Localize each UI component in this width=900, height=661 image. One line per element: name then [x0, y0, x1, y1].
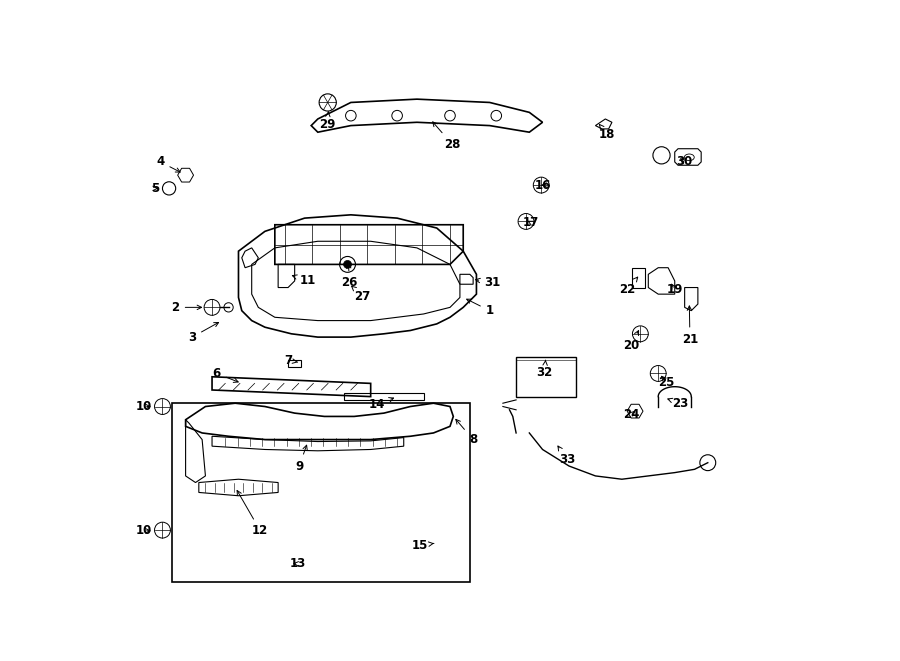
- Text: 32: 32: [536, 360, 553, 379]
- Text: 23: 23: [668, 397, 688, 410]
- Text: 9: 9: [295, 446, 307, 473]
- Text: 19: 19: [667, 283, 683, 296]
- Text: 25: 25: [659, 375, 675, 389]
- Text: 6: 6: [212, 367, 238, 383]
- Text: 8: 8: [455, 419, 477, 446]
- Text: 10: 10: [136, 400, 152, 413]
- Text: 20: 20: [623, 330, 639, 352]
- Text: 24: 24: [623, 408, 639, 421]
- Text: 27: 27: [352, 286, 371, 303]
- Text: 13: 13: [290, 557, 306, 570]
- Text: 28: 28: [433, 122, 460, 151]
- Text: 30: 30: [676, 155, 692, 169]
- Text: 7: 7: [284, 354, 298, 367]
- Text: 11: 11: [292, 274, 316, 288]
- Text: 1: 1: [467, 299, 494, 317]
- Text: 4: 4: [157, 155, 180, 172]
- Text: 14: 14: [369, 398, 393, 411]
- Text: 17: 17: [523, 216, 539, 229]
- Text: 12: 12: [237, 490, 268, 537]
- Text: 33: 33: [558, 446, 575, 466]
- Text: 26: 26: [341, 264, 357, 290]
- Text: 31: 31: [475, 276, 500, 290]
- Text: 29: 29: [319, 112, 335, 131]
- Text: 2: 2: [172, 301, 202, 314]
- Text: 5: 5: [151, 182, 159, 195]
- Circle shape: [344, 260, 352, 268]
- Text: 16: 16: [535, 178, 551, 192]
- Text: 15: 15: [412, 539, 434, 552]
- Text: 22: 22: [619, 277, 638, 296]
- Text: 10: 10: [136, 524, 152, 537]
- Text: 21: 21: [682, 306, 698, 346]
- Text: 3: 3: [188, 323, 219, 344]
- Bar: [173, 403, 470, 582]
- Text: 18: 18: [599, 124, 616, 141]
